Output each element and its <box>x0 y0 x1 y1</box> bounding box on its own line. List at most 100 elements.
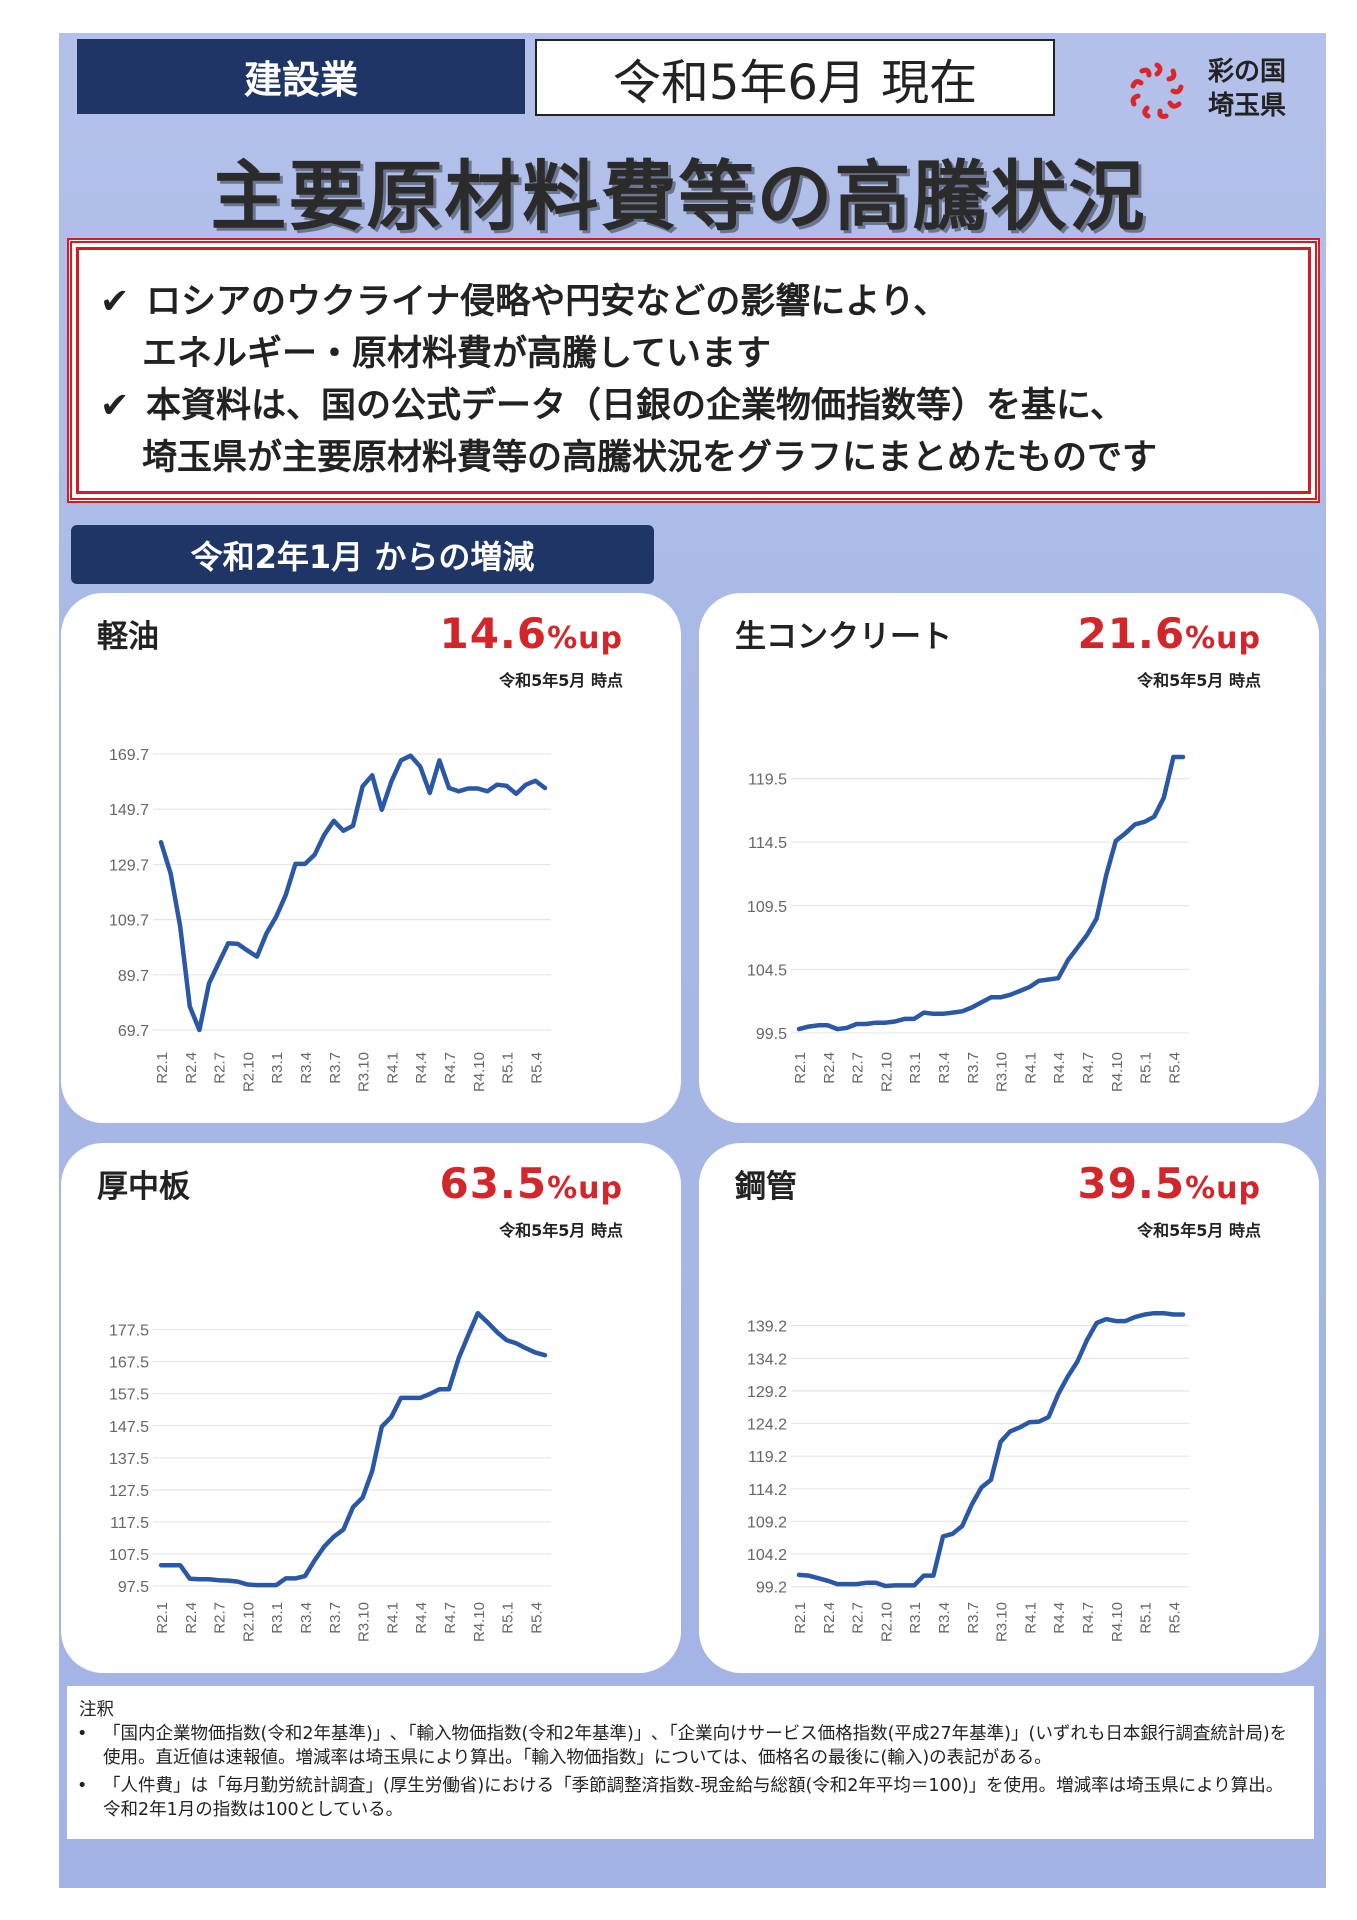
x-tick-label: R4.10 <box>1109 1602 1126 1642</box>
y-tick-label: 97.5 <box>118 1579 149 1596</box>
y-tick-label: 104.5 <box>747 962 787 979</box>
x-tick-label: R5.1 <box>500 1052 517 1084</box>
x-tick-label: R2.4 <box>183 1602 200 1634</box>
x-tick-label: R4.7 <box>442 1602 459 1634</box>
x-tick-label: R3.10 <box>994 1052 1011 1092</box>
rate-unit: %up <box>547 1171 623 1206</box>
card-title: 軽油 <box>97 619 159 655</box>
x-tick-label: R4.7 <box>1080 1052 1097 1084</box>
card-title: 鋼管 <box>735 1169 797 1205</box>
x-tick-label: R3.4 <box>298 1602 315 1634</box>
y-tick-label: 157.5 <box>109 1387 149 1404</box>
x-tick-label: R3.1 <box>907 1052 924 1084</box>
x-tick-label: R4.7 <box>1080 1602 1097 1634</box>
rate-value: 63.5 <box>439 1159 548 1208</box>
x-tick-label: R2.4 <box>821 1602 838 1634</box>
x-tick-label: R2.10 <box>878 1602 895 1642</box>
y-tick-label: 117.5 <box>110 1515 149 1532</box>
rate-value: 39.5 <box>1077 1159 1186 1208</box>
x-tick-label: R3.4 <box>298 1052 315 1084</box>
logo-text-2: 埼玉県 <box>1208 91 1287 121</box>
notice-line: ✔ ロシアのウクライナ侵略や円安などの影響により、 <box>100 273 948 324</box>
x-tick-label: R4.1 <box>1022 1602 1039 1634</box>
y-tick-label: 109.2 <box>747 1514 787 1531</box>
x-tick-label: R2.7 <box>212 1602 229 1634</box>
x-tick-label: R3.1 <box>269 1052 286 1084</box>
as-of-note: 令和5年5月 時点 <box>499 671 623 690</box>
chart-card-steel-plate: 厚中板 63.5%up 令和5年5月 時点 97.5 107.5 117.5 127.… <box>61 1143 681 1673</box>
increase-rate: 21.6%up <box>1077 609 1261 658</box>
x-tick-label: R3.7 <box>327 1602 344 1634</box>
notice-text: 本資料は、国の公式データ（日銀の企業物価指数等）を基に、 <box>146 386 1125 426</box>
increase-rate: 63.5%up <box>439 1159 623 1208</box>
x-tick-label: R4.7 <box>442 1052 459 1084</box>
y-tick-label: 104.2 <box>747 1547 787 1564</box>
series-line <box>796 754 1186 1032</box>
notes-heading: 注釈 <box>79 1700 114 1720</box>
x-tick-label: R2.1 <box>792 1602 809 1634</box>
card-title: 厚中板 <box>97 1169 190 1205</box>
notes-box: 注釈 「国内企業物価指数(令和2年基準)」､「輸入物価指数(令和2年基準)」､「… <box>67 1686 1314 1839</box>
y-tick-label: 119.5 <box>748 772 787 789</box>
page-title: 主要原材料費等の高騰状況 <box>210 152 1147 241</box>
series-line <box>796 1310 1186 1589</box>
series-line <box>158 753 548 1033</box>
x-tick-label: R5.1 <box>1138 1052 1155 1084</box>
x-tick-label: R2.7 <box>850 1052 867 1084</box>
x-tick-label: R3.4 <box>936 1602 953 1634</box>
x-tick-label: R4.1 <box>1022 1052 1039 1084</box>
x-tick-label: R4.1 <box>384 1052 401 1084</box>
as-of-note: 令和5年5月 時点 <box>1137 671 1261 690</box>
y-tick-label: 137.5 <box>109 1451 149 1468</box>
y-tick-label: 109.7 <box>109 913 149 930</box>
x-tick-label: R5.4 <box>528 1052 545 1084</box>
chart-card-steel-pipe: 鋼管 39.5%up 令和5年5月 時点 99.2 104.2 109.2 114.2… <box>699 1143 1319 1673</box>
y-tick-label: 69.7 <box>118 1023 149 1040</box>
x-tick-label: R3.10 <box>356 1602 373 1642</box>
y-tick-label: 99.5 <box>756 1026 787 1043</box>
x-tick-label: R4.1 <box>384 1602 401 1634</box>
y-tick-label: 114.2 <box>748 1482 787 1499</box>
notice-text: 埼玉県が主要原材料費等の高騰状況をグラフにまとめたものです <box>142 438 1158 478</box>
x-tick-label: R2.10 <box>240 1602 257 1642</box>
x-tick-label: R3.1 <box>269 1602 286 1634</box>
y-tick-label: 167.5 <box>109 1355 149 1372</box>
as-of-note: 令和5年5月 時点 <box>1137 1221 1261 1240</box>
rate-value: 21.6 <box>1077 609 1186 658</box>
y-tick-label: 147.5 <box>109 1419 149 1436</box>
saitama-logo: 彩の国 埼玉県 <box>1124 55 1304 130</box>
y-tick-label: 127.5 <box>109 1483 149 1500</box>
note-item: 「人件費」は「毎月勤労統計調査」(厚生労働省)における「季節調整済指数-現金給与… <box>77 1774 1293 1822</box>
rate-unit: %up <box>547 621 623 656</box>
industry-label: 建設業 <box>77 39 525 114</box>
as-of-note: 令和5年5月 時点 <box>499 1221 623 1240</box>
x-tick-label: R2.1 <box>792 1052 809 1084</box>
x-tick-label: R4.4 <box>1051 1602 1068 1634</box>
x-tick-label: R4.10 <box>471 1602 488 1642</box>
notice-text: エネルギー・原材料費が高騰しています <box>142 334 771 374</box>
line-chart: 69.7 89.7 109.7 129.7 149.7 169.7 R2.1 R2.4 R2.7… <box>109 747 551 1092</box>
note-item: 「国内企業物価指数(令和2年基準)」､「輸入物価指数(令和2年基準)」､「企業向… <box>77 1722 1293 1770</box>
rate-unit: %up <box>1185 621 1261 656</box>
y-tick-label: 99.2 <box>756 1580 787 1597</box>
rate-value: 14.6 <box>439 609 548 658</box>
x-tick-label: R5.1 <box>500 1602 517 1634</box>
y-tick-label: 139.2 <box>747 1319 787 1336</box>
x-tick-label: R4.4 <box>413 1052 430 1084</box>
as-of-date: 令和5年6月 現在 <box>535 39 1055 116</box>
notice-text: ロシアのウクライナ侵略や円安などの影響により、 <box>146 282 949 322</box>
line-chart: 99.2 104.2 109.2 114.2 119.2 124.2 129.2 134.2 1… <box>747 1310 1189 1642</box>
section-label: 令和2年1月 からの増減 <box>71 525 654 584</box>
x-tick-label: R5.4 <box>528 1602 545 1634</box>
line-chart: 97.5 107.5 117.5 127.5 137.5 147.5 157.5 167.5 1… <box>109 1310 551 1642</box>
chart-card-diesel: 軽油 14.6%up 令和5年5月 時点 69.7 89.7 109.7 129.7 1… <box>61 593 681 1123</box>
x-tick-label: R3.10 <box>994 1602 1011 1642</box>
y-tick-label: 107.5 <box>109 1547 149 1564</box>
line-chart: 99.5 104.5 109.5 114.5 119.5 R2.1 R2.4 R2.7 R2.1… <box>747 754 1189 1092</box>
y-tick-label: 177.5 <box>109 1323 149 1340</box>
x-tick-label: R2.1 <box>154 1602 171 1634</box>
increase-rate: 14.6%up <box>439 609 623 658</box>
x-tick-label: R2.4 <box>821 1052 838 1084</box>
x-tick-label: R4.10 <box>471 1052 488 1092</box>
y-tick-label: 109.5 <box>747 899 787 916</box>
